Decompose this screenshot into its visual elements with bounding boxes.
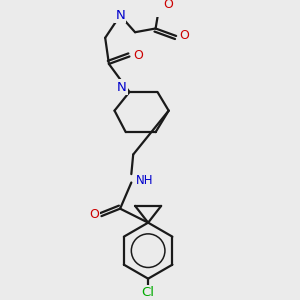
- Text: O: O: [180, 28, 190, 41]
- Text: Cl: Cl: [142, 286, 154, 299]
- Text: O: O: [164, 0, 174, 11]
- Text: N: N: [117, 81, 127, 94]
- Text: N: N: [115, 9, 125, 22]
- Text: NH: NH: [136, 174, 153, 187]
- Text: O: O: [89, 208, 99, 221]
- Text: O: O: [133, 49, 143, 62]
